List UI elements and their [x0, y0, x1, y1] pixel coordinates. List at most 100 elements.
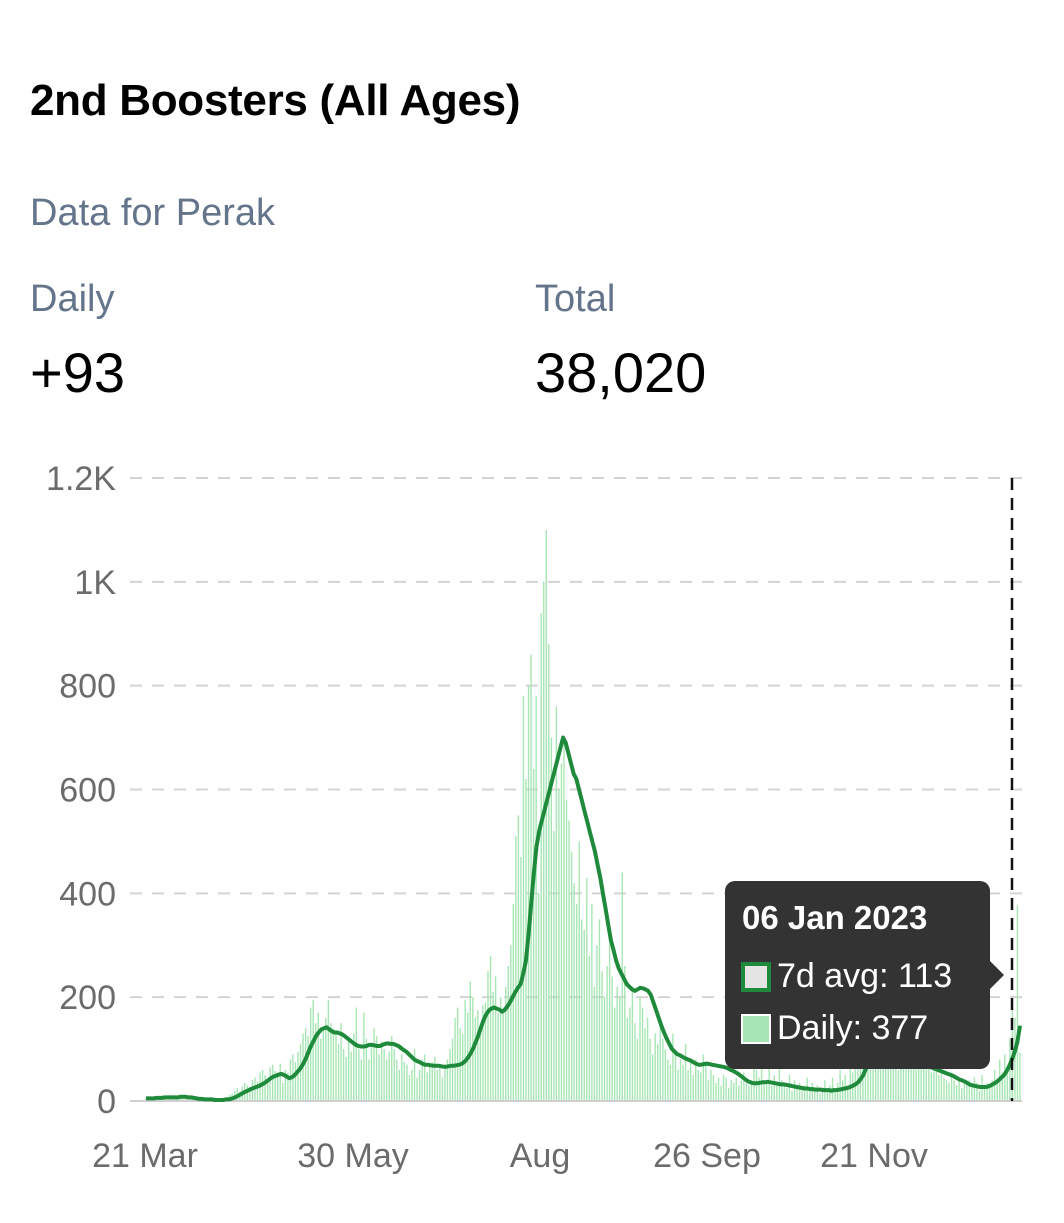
daily-bar [996, 1082, 998, 1101]
daily-bar [345, 1056, 347, 1101]
daily-bar [505, 986, 507, 1101]
daily-bar [446, 1059, 449, 1101]
daily-bar [692, 1075, 694, 1101]
daily-bar [976, 1082, 978, 1101]
daily-bar [429, 1064, 431, 1101]
x-tick-label: 30 May [297, 1137, 409, 1175]
y-tick-label: 800 [59, 668, 116, 706]
daily-bar [353, 1033, 355, 1101]
daily-bar [654, 1033, 656, 1101]
daily-bar [183, 1098, 185, 1101]
daily-bar [451, 1038, 454, 1101]
y-tick-label: 200 [59, 979, 116, 1017]
daily-bar [548, 644, 550, 1101]
daily-bar [702, 1054, 705, 1101]
daily-bar [271, 1064, 274, 1101]
daily-bar [441, 1077, 444, 1101]
daily-bar [482, 1004, 484, 1101]
daily-bar [636, 1038, 639, 1101]
daily-bar [175, 1097, 178, 1101]
daily-bar [674, 1054, 677, 1101]
daily-bar [603, 997, 606, 1101]
daily-bar [515, 836, 517, 1101]
daily-bar [439, 1064, 441, 1101]
daily-bar [788, 1075, 791, 1101]
daily-bar [854, 1059, 857, 1101]
daily-bar [917, 1067, 920, 1101]
daily-bar [677, 1069, 679, 1101]
daily-bar [608, 934, 611, 1101]
daily-bar [606, 966, 608, 1101]
daily-bar [565, 799, 568, 1101]
daily-bar [393, 1049, 395, 1101]
daily-bar [897, 1069, 900, 1101]
daily-bar [705, 1064, 707, 1101]
daily-bar [358, 1049, 360, 1101]
daily-bar [370, 1046, 373, 1101]
daily-bar [730, 1080, 732, 1101]
daily-bar [755, 1069, 758, 1101]
daily-bar [902, 1049, 905, 1101]
daily-bar [388, 1051, 390, 1101]
daily-bar [682, 1064, 684, 1101]
daily-bar [733, 1082, 735, 1101]
daily-bar [791, 1090, 793, 1101]
daily-bar [502, 1007, 504, 1101]
daily-bar [431, 1062, 433, 1101]
daily-bar [411, 1069, 413, 1101]
daily-bar [910, 1062, 912, 1101]
daily-bar [847, 1085, 849, 1101]
daily-bar [651, 1054, 654, 1101]
daily-bar [325, 1017, 327, 1101]
daily-bar [464, 999, 466, 1101]
daily-bar [499, 997, 502, 1101]
daily-bar [297, 1051, 299, 1101]
daily-bar [829, 1085, 831, 1101]
tooltip-avg-row: 7d avg: 113 [741, 957, 952, 996]
daily-bar [978, 1090, 981, 1101]
daily-bar [953, 1080, 955, 1101]
daily-bar [814, 1088, 816, 1101]
daily-bar [363, 1012, 365, 1101]
tooltip-avg-label: 7d avg: 113 [777, 957, 953, 995]
daily-bar [988, 1088, 991, 1101]
daily-bar [819, 1093, 821, 1101]
daily-bar [1006, 1069, 1009, 1101]
x-tick-label: 26 Sep [653, 1137, 761, 1175]
daily-bar [408, 1075, 411, 1101]
daily-bar [1001, 1072, 1003, 1101]
daily-bar [355, 1007, 357, 1101]
daily-bar [553, 831, 555, 1101]
daily-bar [383, 1049, 385, 1101]
daily-bar [340, 1023, 342, 1101]
daily-bar [900, 1064, 902, 1101]
daily-swatch-icon [741, 1014, 771, 1044]
daily-bar [342, 1049, 345, 1101]
daily-bar [487, 971, 489, 1101]
daily-bar [289, 1059, 292, 1101]
daily-bar [811, 1082, 813, 1101]
daily-bar [882, 1038, 884, 1101]
daily-bar [322, 1030, 325, 1101]
daily-bar [492, 991, 494, 1101]
daily-bar [456, 1007, 459, 1101]
daily-bar [862, 1038, 864, 1101]
daily-bar [619, 997, 621, 1101]
daily-bar [510, 945, 512, 1101]
daily-bar [368, 1059, 370, 1101]
daily-bar [963, 1082, 965, 1101]
daily-bar [598, 919, 601, 1101]
daily-bar [269, 1067, 271, 1101]
daily-bar [935, 1067, 938, 1101]
daily-bar [575, 903, 578, 1101]
daily-bar [657, 1043, 659, 1101]
daily-bar [750, 1080, 753, 1101]
daily-bar [662, 1038, 664, 1101]
daily-bar [629, 1007, 631, 1101]
daily-bar [287, 1072, 289, 1101]
daily-bar [190, 1098, 193, 1101]
daily-bar [1014, 1017, 1016, 1101]
daily-bar [360, 1059, 363, 1101]
daily-bar [185, 1097, 188, 1101]
